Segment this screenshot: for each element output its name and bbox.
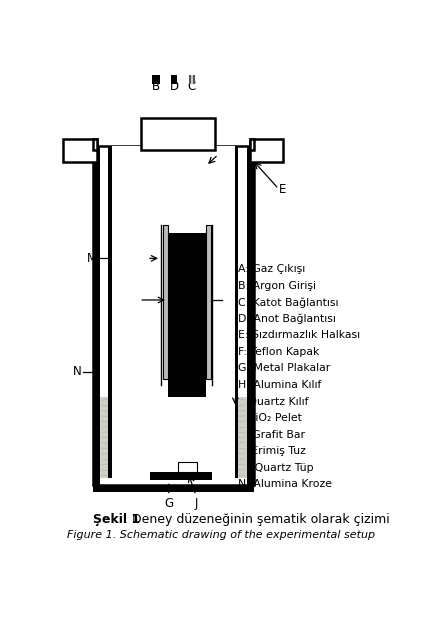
Bar bbox=[178, 461, 197, 473]
Bar bbox=[247, 146, 254, 485]
Bar bbox=[93, 139, 97, 150]
Text: H: Alumina Kılıf: H: Alumina Kılıf bbox=[238, 380, 322, 390]
Text: L: Erimiş Tuz: L: Erimiş Tuz bbox=[238, 446, 306, 456]
Bar bbox=[152, 0, 160, 85]
Text: B: Argon Girişi: B: Argon Girişi bbox=[238, 280, 317, 290]
Text: M: M bbox=[87, 252, 97, 265]
Bar bbox=[93, 485, 254, 491]
Text: E: E bbox=[279, 183, 286, 195]
Text: L: L bbox=[232, 393, 239, 406]
Text: C: C bbox=[188, 80, 196, 93]
Text: G: Metal Plakalar: G: Metal Plakalar bbox=[238, 364, 331, 374]
Text: K: K bbox=[129, 294, 136, 307]
Bar bbox=[93, 146, 254, 485]
Bar bbox=[108, 146, 238, 478]
Text: K: Grafit Bar: K: Grafit Bar bbox=[238, 429, 305, 439]
Bar bbox=[64, 139, 97, 162]
Text: B: B bbox=[152, 80, 160, 93]
Bar bbox=[250, 139, 254, 150]
Text: Şekil 1: Şekil 1 bbox=[93, 513, 140, 526]
Text: C: Katot Bağlantısı: C: Katot Bağlantısı bbox=[238, 297, 339, 307]
Bar bbox=[100, 397, 247, 478]
Bar bbox=[93, 146, 100, 485]
Text: F: Teflon Kapak: F: Teflon Kapak bbox=[238, 347, 320, 357]
Text: D: D bbox=[170, 80, 179, 93]
Text: I: Quartz Kılıf: I: Quartz Kılıf bbox=[238, 397, 309, 407]
Text: . Deney düzeneğinin şematik olarak çizimi: . Deney düzeneğinin şematik olarak çizim… bbox=[124, 513, 390, 526]
Text: I: I bbox=[140, 252, 144, 265]
Text: J: J bbox=[194, 497, 197, 510]
Text: Figure 1. Schematic drawing of the experimental setup: Figure 1. Schematic drawing of the exper… bbox=[67, 530, 375, 540]
Text: M: Quartz Tüp: M: Quartz Tüp bbox=[238, 463, 314, 473]
Text: D: Anot Bağlantısı: D: Anot Bağlantısı bbox=[238, 314, 337, 324]
Bar bbox=[141, 118, 215, 150]
Text: N: N bbox=[73, 365, 82, 378]
Text: G: G bbox=[164, 497, 173, 510]
Bar bbox=[171, 0, 177, 85]
Text: J: SiO₂ Pelet: J: SiO₂ Pelet bbox=[238, 413, 302, 423]
Bar bbox=[108, 146, 112, 478]
Text: A: Gaz Çıkışı: A: Gaz Çıkışı bbox=[238, 264, 306, 274]
Text: E: Sızdırmazlık Halkası: E: Sızdırmazlık Halkası bbox=[238, 331, 361, 341]
Bar bbox=[93, 146, 254, 485]
Text: H: H bbox=[223, 294, 232, 307]
Text: F: F bbox=[69, 144, 76, 157]
Bar bbox=[206, 225, 210, 379]
Bar bbox=[150, 473, 212, 480]
Bar bbox=[191, 0, 193, 85]
Bar bbox=[250, 139, 283, 162]
Text: N: Alumina Kroze: N: Alumina Kroze bbox=[238, 480, 333, 490]
Bar bbox=[163, 225, 168, 379]
Bar bbox=[168, 233, 206, 397]
Bar bbox=[189, 0, 195, 85]
Text: A: A bbox=[212, 150, 220, 163]
Bar bbox=[235, 146, 238, 478]
